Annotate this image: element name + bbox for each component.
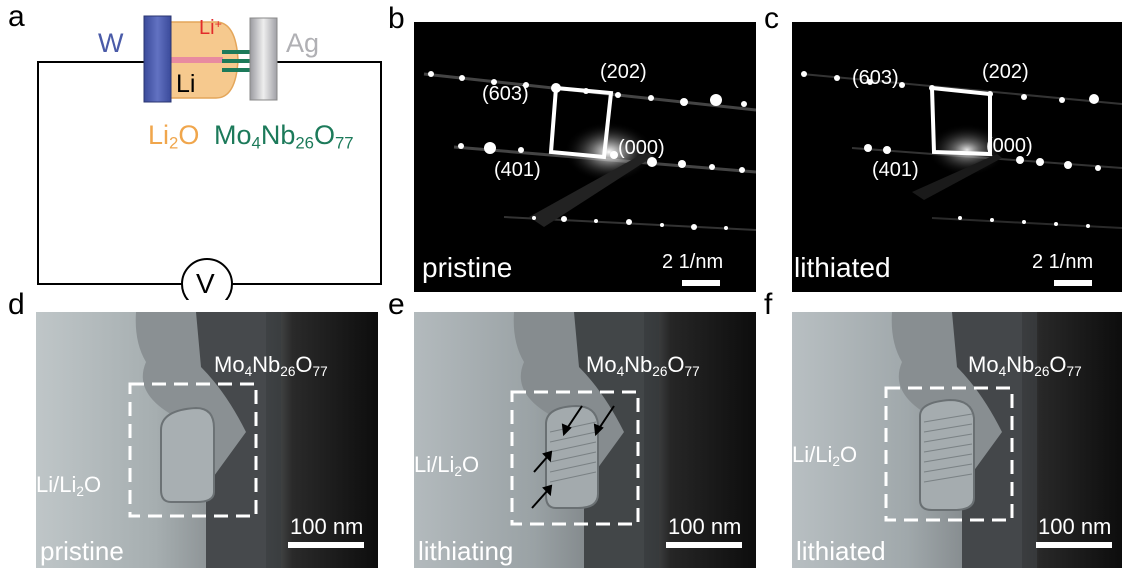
lattice-fringes <box>549 421 597 483</box>
panel-label-e: e <box>388 288 405 321</box>
reflection-row-lower <box>931 217 1122 229</box>
ag-label: Ag <box>286 28 320 58</box>
silver-electrode <box>249 17 278 101</box>
li-ion-label: Li+ <box>199 16 222 39</box>
beam-stop <box>912 154 1002 200</box>
panel-label-d: d <box>8 288 25 321</box>
diffraction-pattern-pristine <box>423 71 756 286</box>
region-box <box>128 382 258 518</box>
li-label: Li <box>176 70 196 98</box>
diffraction-lithiated-panel: (603) (202) (000) (401) lithiated 2 1/nm <box>792 22 1122 292</box>
lattice-fringes <box>923 413 973 483</box>
state-label: lithiating <box>418 536 514 566</box>
index-202: (202) <box>982 61 1029 83</box>
tem-lithiating-panel: Mo4Nb26O77 Li/Li2O lithiating 100 nm <box>414 312 756 568</box>
panel-label-f: f <box>764 288 773 321</box>
lili2o-label: Li/Li2O <box>792 442 858 469</box>
lili2o-label: Li/Li2O <box>36 472 102 499</box>
mno-wire-3 <box>222 68 252 72</box>
diffraction-pristine-panel: (603) (202) (000) (401) pristine 2 1/nm <box>414 22 756 292</box>
index-202: (202) <box>600 61 647 83</box>
index-603: (603) <box>852 67 899 89</box>
li2o-label: Li2O <box>148 120 200 153</box>
index-603: (603) <box>482 83 529 105</box>
state-label: pristine <box>40 536 124 566</box>
index-000: (000) <box>986 135 1033 157</box>
voltmeter-label: V <box>196 268 215 299</box>
region-box <box>884 386 1014 522</box>
li2o-nanoparticle <box>919 398 975 511</box>
schematic-panel: W Ag Li+ Li Li2O Mo4Nb26O77 V <box>0 0 390 310</box>
state-label: lithiated <box>796 536 886 566</box>
panel-label-b: b <box>388 2 405 35</box>
panel-label-a: a <box>8 0 25 33</box>
li2o-nanoparticle <box>160 406 215 503</box>
mno-wire-2 <box>222 59 252 63</box>
unit-cell-box <box>548 85 614 160</box>
w-label: W <box>98 28 124 58</box>
scale-label: 100 nm <box>668 514 742 539</box>
scale-label: 100 nm <box>1038 514 1112 539</box>
state-label: lithiated <box>794 252 891 283</box>
tem-image-lithiating <box>414 312 756 568</box>
region-box <box>510 390 640 526</box>
mno-label: Mo4Nb26O77 <box>586 352 700 379</box>
scale-bar <box>1054 280 1092 286</box>
diffraction-spots <box>801 71 1101 228</box>
beam-stop <box>529 152 654 227</box>
scale-bar <box>288 542 364 548</box>
mno-label: Mo4Nb26O77 <box>214 352 328 379</box>
diffraction-pattern-lithiated <box>801 71 1122 286</box>
mno-wire-1 <box>222 50 252 54</box>
scale-bar <box>666 542 742 548</box>
tungsten-electrode <box>143 15 172 103</box>
scale-label: 2 1/nm <box>1032 251 1094 273</box>
scale-label: 100 nm <box>290 514 364 539</box>
lili2o-label: Li/Li2O <box>414 452 480 479</box>
panel-label-c: c <box>764 2 779 35</box>
scale-bar <box>682 280 720 286</box>
index-000: (000) <box>618 137 665 159</box>
tem-image-pristine <box>36 312 378 568</box>
state-label: pristine <box>422 252 513 283</box>
tem-lithiated-panel: Mo4Nb26O77 Li/Li2O lithiated 100 nm <box>792 312 1122 568</box>
unit-cell-box <box>929 85 992 157</box>
index-401: (401) <box>494 159 541 181</box>
tem-pristine-panel: Mo4Nb26O77 Li/Li2O pristine 100 nm <box>36 312 378 568</box>
arrow-icons <box>531 405 615 509</box>
circuit-diagram <box>37 14 382 310</box>
index-401: (401) <box>872 159 919 181</box>
scale-label: 2 1/nm <box>662 251 724 273</box>
mno-label: Mo4Nb26O77 <box>968 352 1082 379</box>
li-ion-channel <box>171 57 223 63</box>
scale-bar <box>1036 542 1112 548</box>
mno-label: Mo4Nb26O77 <box>214 120 354 153</box>
reflection-row-upper <box>801 73 1122 105</box>
tem-image-lithiated <box>792 312 1122 568</box>
